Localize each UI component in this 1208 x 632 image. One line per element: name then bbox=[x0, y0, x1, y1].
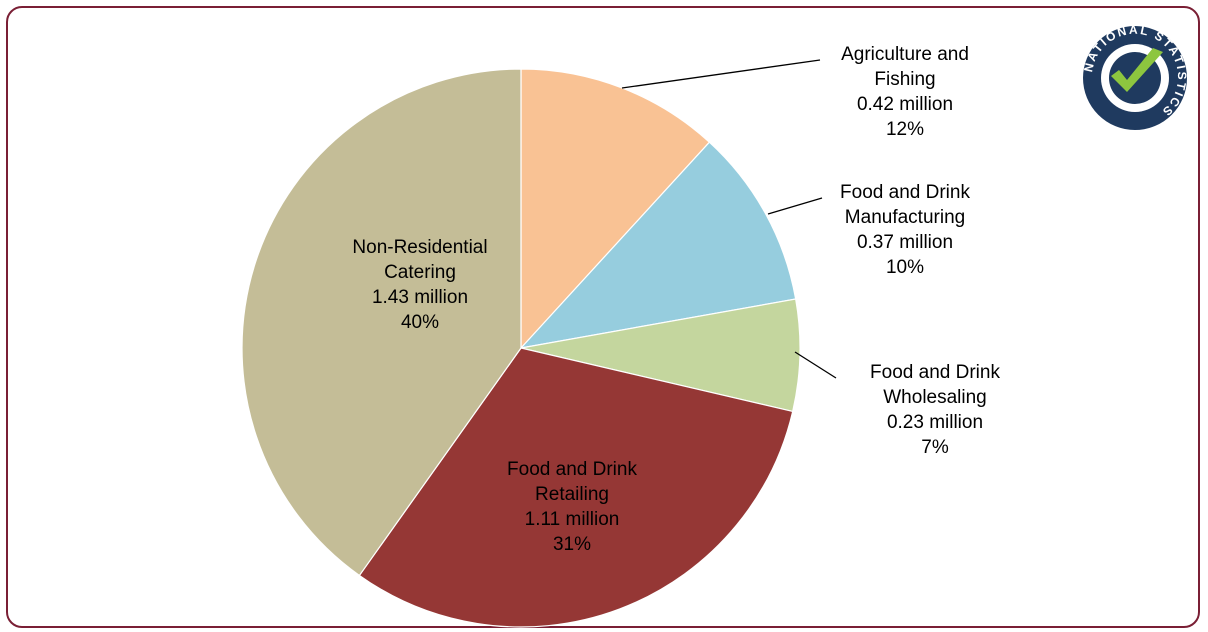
pie-slices bbox=[241, 68, 801, 628]
pie-slice-manufacturing bbox=[519, 141, 797, 349]
slice-label-line: 0.37 million bbox=[857, 232, 953, 253]
leader-line-agriculture-fishing bbox=[621, 59, 821, 89]
leader-lines bbox=[621, 59, 837, 379]
pie-slice-catering bbox=[241, 68, 522, 577]
slice-label-line: Catering bbox=[384, 262, 456, 283]
check-mark-icon bbox=[1111, 48, 1163, 92]
slice-label-wholesaling: Food and Drink Wholesaling 0.23 million 7% bbox=[870, 362, 1000, 458]
slice-label-line: Fishing bbox=[874, 69, 935, 90]
slice-label-manufacturing: Food and Drink Manufacturing 0.37 million 1… bbox=[840, 182, 970, 278]
slice-label-agriculture-fishing: Agriculture and Fishing 0.42 million 12% bbox=[841, 44, 969, 140]
slice-label-line: Agriculture and bbox=[841, 44, 969, 65]
slice-label-line: 40% bbox=[401, 312, 439, 333]
national-statistics-logo: NATIONAL STATISTICS bbox=[1081, 23, 1187, 130]
slice-label-line: 31% bbox=[553, 534, 591, 555]
slice-label-line: Wholesaling bbox=[883, 387, 987, 408]
pie-slice-retailing bbox=[358, 347, 794, 628]
slice-label-line: Non-Residential bbox=[352, 237, 487, 258]
slice-label-line: Retailing bbox=[535, 484, 609, 505]
slice-label-line: Food and Drink bbox=[840, 182, 970, 203]
slice-label-line: Manufacturing bbox=[845, 207, 965, 228]
slice-label-line: Food and Drink bbox=[870, 362, 1000, 383]
leader-line-manufacturing bbox=[767, 197, 823, 215]
slice-label-line: 1.43 million bbox=[372, 287, 468, 308]
leader-line-wholesaling bbox=[794, 351, 837, 379]
slice-label-retailing: Food and Drink Retailing 1.11 million 31% bbox=[507, 459, 637, 555]
slice-label-line: 10% bbox=[886, 257, 924, 278]
slice-label-line: 1.11 million bbox=[525, 509, 620, 530]
slice-labels: Agriculture and Fishing 0.42 million 12% Foo… bbox=[352, 44, 1000, 555]
slice-label-catering: Non-Residential Catering 1.43 million 40% bbox=[352, 237, 487, 333]
slice-label-line: 0.23 million bbox=[887, 412, 983, 433]
slice-label-line: Food and Drink bbox=[507, 459, 637, 480]
slice-label-line: 7% bbox=[921, 437, 949, 458]
slice-label-line: 12% bbox=[886, 119, 924, 140]
slice-label-line: 0.42 million bbox=[857, 94, 953, 115]
